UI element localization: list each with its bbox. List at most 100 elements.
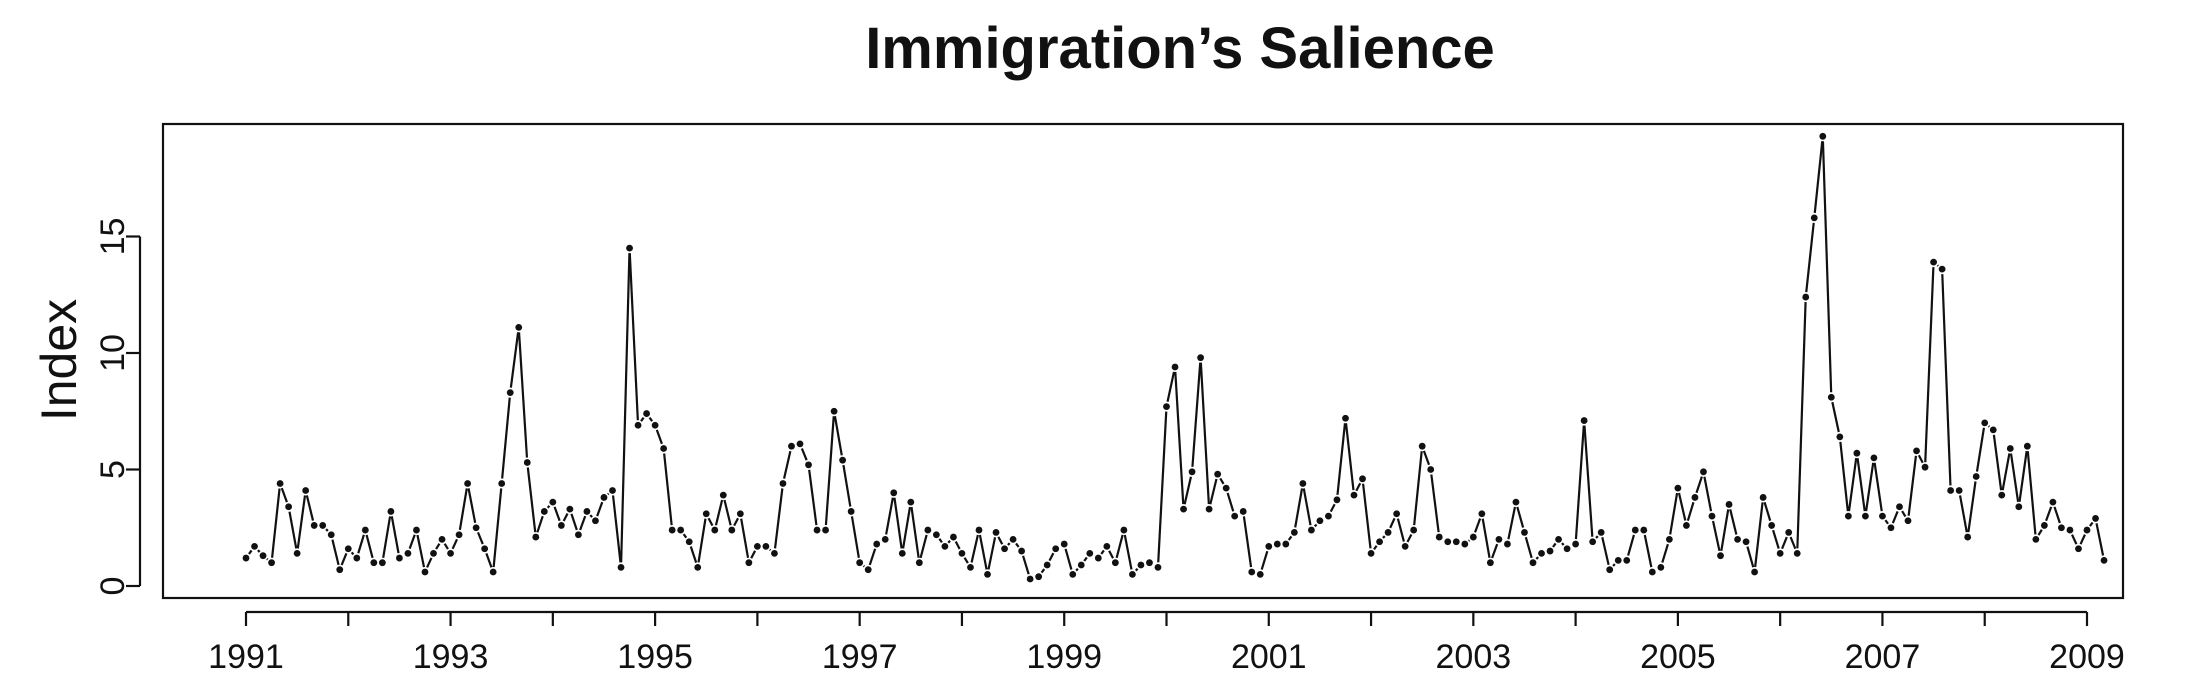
data-point — [1163, 403, 1170, 410]
x-tick-label: 1993 — [413, 638, 489, 676]
series-segment — [1720, 509, 1730, 551]
series-segment — [1302, 488, 1312, 526]
series-segment — [655, 429, 663, 445]
data-point — [2023, 442, 2031, 450]
series-segment — [1115, 534, 1124, 559]
data-point — [1478, 510, 1486, 518]
series-segment — [1941, 274, 1952, 486]
series-segment — [1936, 264, 1939, 267]
data-point — [421, 568, 429, 576]
series-segment — [1612, 563, 1616, 567]
series-segment — [954, 540, 961, 550]
data-point — [1154, 563, 1162, 571]
series-segment — [1583, 425, 1594, 537]
series-segment — [1100, 549, 1105, 555]
data-point — [617, 563, 625, 571]
data-point — [805, 461, 812, 469]
data-point — [1495, 536, 1503, 543]
series-segment — [288, 511, 298, 549]
data-point — [1290, 529, 1298, 536]
series-segment — [1226, 492, 1235, 512]
data-point — [1486, 559, 1494, 567]
series-segment — [1507, 506, 1517, 540]
series-segment — [1329, 503, 1336, 513]
data-point — [1444, 538, 1452, 546]
data-point — [293, 549, 301, 557]
data-point — [2092, 515, 2099, 522]
data-point — [1146, 559, 1153, 567]
data-point — [779, 480, 787, 487]
data-point — [506, 389, 514, 397]
data-point — [1086, 549, 1094, 557]
data-point — [1589, 538, 1597, 546]
data-point — [549, 498, 557, 506]
data-point — [1325, 512, 1332, 520]
series-segment — [1336, 423, 1347, 495]
data-point — [1776, 549, 1784, 557]
data-point — [1521, 529, 1528, 536]
data-point — [2040, 522, 2048, 529]
data-point — [932, 531, 940, 539]
series-segment — [1669, 492, 1679, 535]
series-segment — [862, 565, 866, 568]
data-point — [1504, 540, 1511, 548]
data-point — [728, 526, 736, 534]
series-segment — [1406, 534, 1413, 543]
series-segment — [2079, 534, 2086, 545]
data-point — [1197, 354, 1204, 362]
series-segment — [1382, 535, 1386, 539]
data-point — [1989, 426, 1997, 434]
x-axis: 1991 1993 1995 1997 1999 2001 2003 2005 2007 2009 — [208, 610, 2125, 676]
y-tick-label: 5 — [94, 460, 132, 479]
series-segment — [1481, 518, 1491, 558]
series-segment — [2009, 453, 2020, 502]
data-point — [1461, 540, 1469, 548]
data-point — [1316, 517, 1324, 525]
data-point — [1998, 491, 2006, 499]
series-segment — [640, 416, 645, 422]
data-point — [361, 526, 369, 534]
series-segment — [1174, 371, 1185, 505]
data-point — [1222, 484, 1230, 492]
series-segment — [1108, 550, 1115, 559]
data-point — [1052, 545, 1060, 553]
data-point — [1700, 468, 1707, 476]
series-segment — [893, 497, 903, 549]
series-segment — [562, 513, 569, 522]
data-point — [600, 494, 608, 501]
series-segment — [476, 531, 484, 545]
data-point — [1836, 433, 1844, 441]
series-segment — [1711, 520, 1721, 552]
series-segment — [257, 549, 261, 553]
data-point — [1717, 552, 1724, 560]
series-segment — [501, 397, 511, 479]
data-point — [2032, 536, 2040, 543]
data-point — [685, 538, 693, 546]
data-point — [830, 407, 838, 415]
data-point — [1111, 559, 1119, 567]
data-point — [1563, 545, 1571, 553]
series-segment — [1015, 542, 1020, 548]
series-segment — [769, 548, 772, 552]
y-tick-label: 0 — [94, 577, 132, 596]
series-segment — [1703, 476, 1713, 512]
data-point — [310, 522, 318, 529]
series-segment — [296, 495, 307, 549]
data-point — [1896, 503, 1903, 511]
series-segment — [947, 540, 951, 544]
series-segment — [365, 534, 374, 559]
data-point — [2100, 556, 2108, 564]
data-point — [336, 566, 344, 574]
data-point — [1861, 512, 1869, 520]
data-point — [1180, 505, 1187, 513]
data-point — [1938, 265, 1946, 273]
data-point — [1785, 529, 1793, 536]
data-point — [1205, 505, 1213, 513]
data-point — [1137, 561, 1145, 569]
series-segment — [750, 550, 757, 559]
data-point — [430, 549, 437, 557]
series-layer — [242, 132, 2108, 583]
series-segment — [682, 533, 688, 539]
series-segment — [1987, 425, 1991, 428]
data-point — [1631, 526, 1639, 534]
